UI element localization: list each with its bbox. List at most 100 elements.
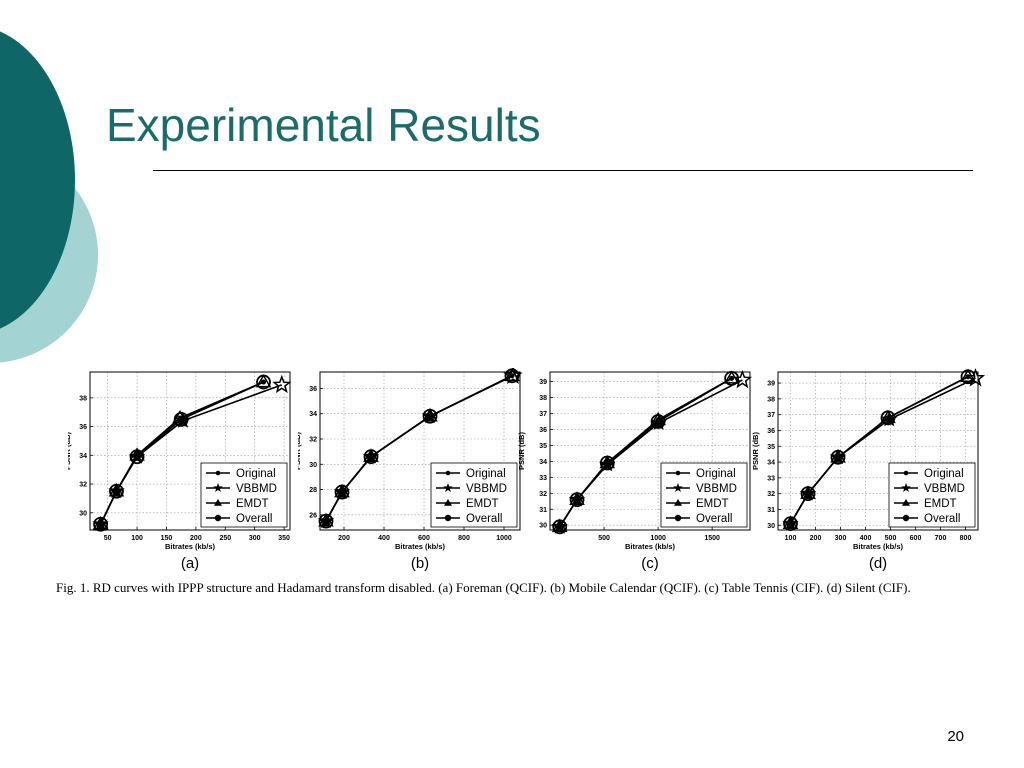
y-axis-label: PSNR (dB) — [517, 432, 526, 470]
y-tick-label: 36 — [79, 424, 87, 431]
legend-label: Original — [466, 468, 506, 480]
x-tick-label: 200 — [338, 535, 350, 542]
x-tick-label: 300 — [249, 535, 261, 542]
data-point — [422, 408, 438, 422]
y-tick-label: 30 — [539, 523, 547, 530]
slide-title: Experimental Results — [106, 99, 541, 151]
y-tick-label: 32 — [79, 482, 87, 489]
legend-label: Overall — [696, 513, 732, 525]
data-point — [829, 448, 847, 465]
markers-overall — [93, 374, 271, 532]
legend-marker — [444, 499, 452, 506]
y-tick-label: 39 — [539, 379, 547, 386]
markers-emdt — [551, 370, 740, 533]
legend: Original VBBMD EMDT Overall — [888, 462, 976, 528]
x-tick-label: 200 — [190, 535, 202, 542]
data-point — [108, 482, 125, 499]
data-point — [129, 447, 145, 461]
x-tick-label: 250 — [219, 535, 231, 542]
data-point — [272, 374, 292, 394]
legend-label: Overall — [466, 513, 502, 525]
legend-label: Overall — [236, 513, 272, 525]
data-point — [255, 374, 272, 388]
legend-label: Original — [236, 468, 276, 480]
data-point — [108, 483, 125, 497]
chart-b: 200 400 600 800 1000 26 28 30 32 34 36 Bitrates (kb… — [298, 368, 523, 572]
legend-marker — [444, 514, 452, 522]
legend-marker — [674, 514, 682, 522]
data-point — [569, 492, 585, 508]
y-tick-label: 31 — [767, 507, 775, 514]
y-tick-label: 37 — [767, 412, 775, 419]
data-point — [599, 455, 615, 471]
legend-label: EMDT — [236, 498, 269, 510]
y-tick-label: 32 — [767, 491, 775, 498]
y-tick-label: 36 — [309, 386, 317, 393]
x-axis-label: Bitrates (kb/s) — [625, 542, 676, 551]
legend-marker — [902, 499, 910, 506]
data-point — [256, 374, 271, 390]
legend-label: VBBMD — [466, 483, 507, 495]
x-tick-label: 500 — [885, 535, 897, 542]
x-tick-label: 1500 — [704, 535, 720, 542]
legend-marker — [902, 514, 910, 522]
data-point — [569, 491, 585, 505]
legend-marker — [675, 470, 681, 476]
data-point — [830, 449, 846, 465]
x-tick-label: 200 — [810, 535, 822, 542]
plot-frame — [777, 371, 979, 531]
markers-emdt — [92, 374, 272, 530]
data-point — [568, 491, 586, 507]
y-tick-label: 32 — [539, 491, 547, 498]
data-point — [960, 369, 976, 385]
data-point — [509, 373, 515, 379]
data-point — [783, 516, 798, 532]
data-point — [800, 486, 816, 502]
legend-label: EMDT — [696, 498, 729, 510]
legend: Original VBBMD EMDT Overall — [430, 462, 518, 528]
data-point — [93, 516, 108, 532]
data-point — [729, 375, 735, 381]
data-point — [551, 518, 568, 534]
y-tick-label: 34 — [767, 460, 775, 467]
legend-label: Original — [924, 468, 964, 480]
x-tick-label: 1000 — [496, 535, 512, 542]
x-axis-label: Bitrates (kb/s) — [853, 542, 904, 551]
y-tick-label: 30 — [79, 510, 87, 517]
data-point — [318, 513, 334, 527]
x-axis-label: Bitrates (kb/s) — [165, 542, 216, 551]
y-tick-label: 33 — [539, 475, 547, 482]
chart-a: 50 100 150 200 250 300 350 30 32 34 36 38 Bitrates (… — [68, 371, 292, 572]
y-tick-label: 38 — [767, 396, 775, 403]
y-tick-label: 35 — [767, 444, 775, 451]
panel-label: (a) — [181, 555, 199, 572]
data-point — [599, 454, 616, 469]
x-tick-label: 100 — [785, 535, 797, 542]
data-point — [880, 410, 896, 426]
data-point — [334, 484, 350, 500]
legend-label: VBBMD — [696, 483, 737, 495]
x-tick-label: 1000 — [650, 535, 666, 542]
x-tick-label: 600 — [910, 535, 922, 542]
decor-circle-dark — [0, 31, 75, 329]
y-tick-label: 38 — [539, 395, 547, 402]
y-tick-label: 32 — [309, 436, 317, 443]
data-point — [92, 516, 109, 530]
legend-label: EMDT — [924, 498, 957, 510]
y-tick-label: 33 — [767, 475, 775, 482]
plot-frame — [549, 371, 751, 531]
y-tick-label: 28 — [309, 487, 317, 494]
legend-label: VBBMD — [924, 483, 965, 495]
y-tick-label: 26 — [309, 512, 317, 519]
data-point — [552, 519, 568, 535]
data-point — [421, 407, 439, 424]
x-tick-label: 700 — [935, 535, 947, 542]
legend-marker — [901, 483, 911, 492]
y-tick-label: 36 — [539, 427, 547, 434]
data-point — [422, 408, 438, 424]
data-point — [172, 409, 188, 424]
data-point — [504, 368, 520, 384]
data-point — [650, 414, 666, 429]
y-tick-label: 36 — [767, 428, 775, 435]
